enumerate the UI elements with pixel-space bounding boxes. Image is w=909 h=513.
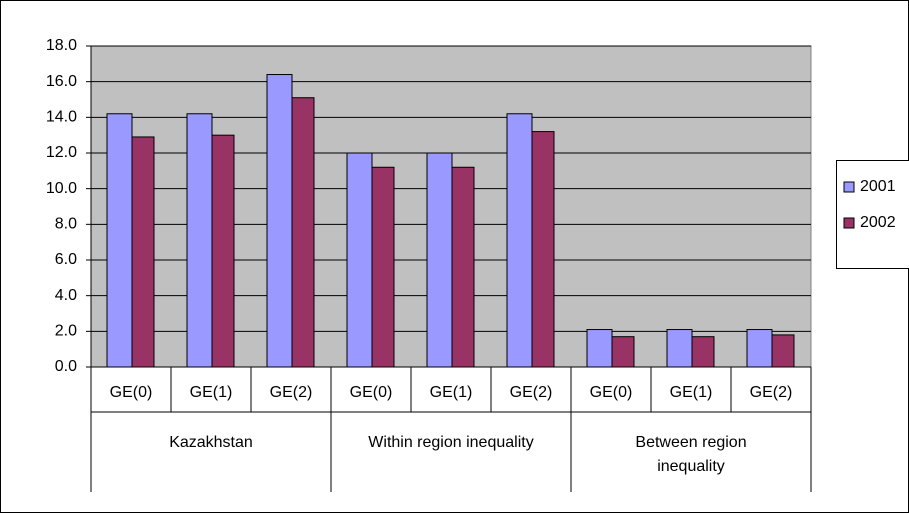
- bar: [371, 166, 395, 368]
- bar: [266, 74, 293, 368]
- bar: [666, 329, 693, 368]
- bar: [426, 152, 453, 368]
- group-label: Within region inequality: [368, 434, 534, 451]
- bar: [106, 113, 133, 368]
- group-label: Kazakhstan: [169, 434, 253, 451]
- y-tick-label: 16.0: [46, 73, 77, 90]
- y-tick-label: 4.0: [55, 287, 77, 304]
- group-label: Between region inequality: [635, 434, 747, 475]
- x-tick-label: GE(1): [190, 384, 233, 401]
- y-tick-label: 6.0: [55, 251, 77, 268]
- legend-swatch: [843, 181, 855, 193]
- legend-label: 2002: [860, 214, 896, 231]
- y-tick-label: 8.0: [55, 216, 77, 233]
- y-tick-label: 14.0: [46, 109, 77, 126]
- bar: [771, 334, 795, 368]
- x-tick-label: GE(0): [110, 384, 153, 401]
- x-tick-label: GE(1): [430, 384, 473, 401]
- x-tick-label: GE(2): [270, 384, 313, 401]
- legend-swatch: [843, 217, 855, 229]
- y-tick-label: 10.0: [46, 180, 77, 197]
- legend-box: [836, 160, 909, 269]
- x-tick-label: GE(2): [510, 384, 553, 401]
- legend-label: 2001: [860, 178, 896, 195]
- bar: [506, 113, 533, 368]
- x-tick-label: GE(1): [670, 384, 713, 401]
- bar: [131, 136, 155, 368]
- y-tick-label: 2.0: [55, 323, 77, 340]
- bar: [531, 131, 555, 368]
- bar: [611, 336, 635, 368]
- x-tick-label: GE(2): [750, 384, 793, 401]
- bar: [291, 97, 315, 368]
- y-tick-label: 18.0: [46, 37, 77, 54]
- bar: [691, 336, 715, 368]
- bar: [211, 134, 235, 368]
- y-tick-label: 12.0: [46, 144, 77, 161]
- x-tick-label: GE(0): [590, 384, 633, 401]
- bar: [186, 113, 213, 368]
- bar: [451, 166, 475, 368]
- bar: [746, 329, 773, 368]
- y-tick-label: 0.0: [55, 358, 77, 375]
- bar: [586, 329, 613, 368]
- bar: [346, 152, 373, 368]
- x-tick-label: GE(0): [350, 384, 393, 401]
